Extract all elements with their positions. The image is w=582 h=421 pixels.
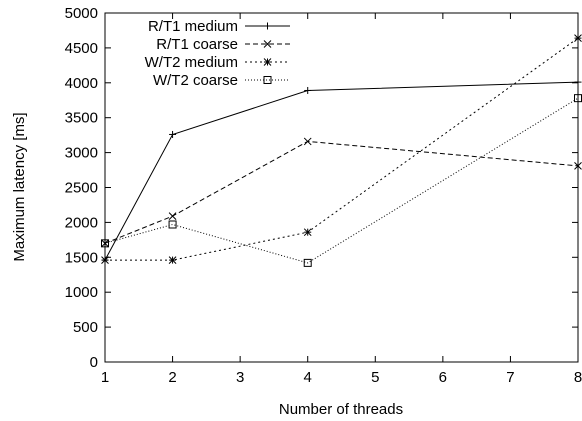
- x-tick-label: 4: [304, 369, 312, 386]
- data-point-r-t1-coarse: [574, 162, 582, 170]
- legend-label: R/T1 coarse: [156, 36, 238, 53]
- tick-labels: 0 500 1000 1500 2000 2500 3000 3500 4000 4500 5000…: [65, 5, 582, 386]
- data-point-r-t1-coarse: [101, 239, 109, 248]
- series-line-w-t2-coarse: [104, 97, 579, 264]
- series-line-r-t1-coarse: [104, 140, 579, 244]
- x-tick-label: 3: [236, 369, 244, 386]
- legend-marker: [264, 22, 271, 30]
- data-point-w-t2-coarse: [101, 239, 109, 248]
- data-point-r-t1-medium: [574, 78, 582, 86]
- x-axis-title: Number of threads: [279, 401, 403, 418]
- x-tick-label: 1: [101, 369, 109, 386]
- legend-marker: [263, 76, 272, 84]
- data-point-w-t2-medium: [303, 228, 312, 237]
- data-point-w-t2-medium: [574, 34, 582, 42]
- y-tick-label: 2500: [65, 180, 98, 197]
- y-tick-label: 5000: [65, 5, 98, 22]
- data-point-r-t1-coarse: [303, 137, 312, 146]
- series-markers: [101, 34, 582, 267]
- series-lines: [104, 37, 579, 264]
- legend-marker: [263, 58, 272, 66]
- series-line-w-t2-medium: [105, 37, 579, 261]
- y-tick-label: 2000: [65, 214, 98, 231]
- y-axis-title: Maximum latency [ms]: [11, 112, 28, 261]
- y-tick-label: 500: [73, 319, 98, 336]
- x-tick-label: 5: [371, 369, 379, 386]
- legend-label: R/T1 medium: [148, 18, 238, 35]
- data-point-w-t2-coarse: [168, 220, 177, 229]
- y-tick-label: 1000: [65, 284, 98, 301]
- axis-ticks: [104, 12, 579, 363]
- data-point-w-t2-medium: [101, 256, 109, 264]
- data-point-r-t1-coarse: [168, 212, 177, 220]
- legend-marker: [263, 40, 272, 48]
- legend-label: W/T2 coarse: [153, 72, 238, 89]
- y-tick-label: 3500: [65, 110, 98, 127]
- legend-label: W/T2 medium: [145, 54, 238, 71]
- y-tick-label: 1500: [65, 249, 98, 266]
- series-line-r-t1-medium: [104, 81, 579, 261]
- x-tick-label: 6: [439, 369, 447, 386]
- data-point-w-t2-medium: [168, 256, 177, 264]
- data-point-r-t1-medium: [304, 86, 312, 94]
- data-point-r-t1-medium: [169, 130, 177, 138]
- y-tick-label: 4500: [65, 40, 98, 57]
- y-tick-label: 0: [90, 354, 98, 371]
- x-tick-label: 8: [574, 369, 582, 386]
- y-tick-label: 3000: [65, 145, 98, 162]
- y-tick-label: 4000: [65, 75, 98, 92]
- x-tick-label: 2: [168, 369, 176, 386]
- x-tick-label: 7: [506, 369, 514, 386]
- data-point-w-t2-coarse: [303, 258, 312, 267]
